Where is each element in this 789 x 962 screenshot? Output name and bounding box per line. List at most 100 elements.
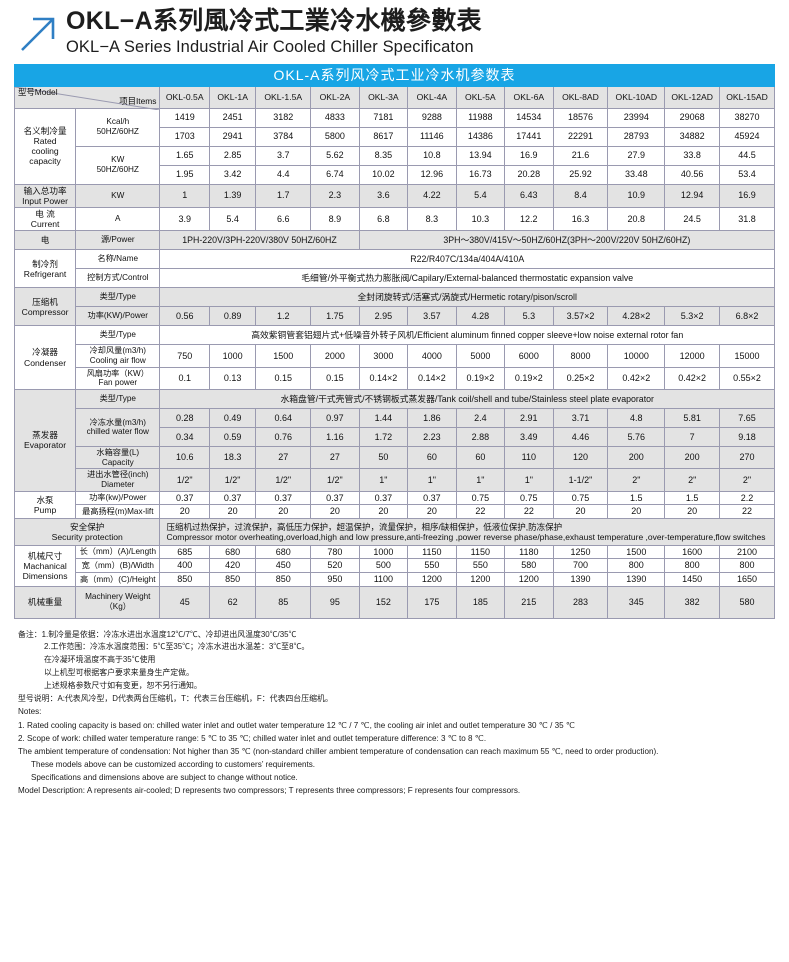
cell-value: 420	[208, 558, 257, 574]
cell-value: 0.25×2	[552, 366, 609, 390]
notes-en-title: Notes:	[18, 707, 42, 717]
item-fan-power: 风扇功率（KW） Fan power	[75, 366, 161, 390]
group-compressor: 压缩机 Compressor	[13, 287, 77, 327]
cell-value: 6.8×2	[719, 306, 775, 327]
cell-value: 215	[504, 585, 554, 619]
row-fan-power: 风扇功率（KW） Fan power 0.1 0.13 0.15 0.15 0.…	[15, 366, 775, 390]
cell-value: 6.74	[310, 164, 360, 185]
cell-value: 13.94	[455, 145, 506, 166]
cell-value: 1500	[255, 344, 312, 368]
cell-value: 2.2	[719, 490, 775, 506]
cell-value: 400	[159, 558, 210, 574]
cell-value: 270	[719, 445, 775, 470]
cell-value: 10.6	[159, 445, 210, 470]
cell-value: 1390	[552, 572, 609, 587]
row-max-lift: 最高扬程(m)Max-lift 20 20 20 20 20 20 22 22 …	[15, 504, 775, 519]
model-header-row: 型号Model 项目Items OKL-0.5A OKL-1A OKL-1.5A…	[13, 85, 775, 110]
note-cn-3: 在冷凝环境温度不高于35℃使用	[44, 655, 156, 665]
cell-value: 40.56	[664, 164, 721, 185]
group-refrigerant: 制冷剂 Refrigerant	[13, 249, 77, 289]
cell-value: 550	[455, 558, 506, 574]
cell-value: 1703	[159, 126, 210, 147]
cell-value: 23994	[607, 107, 666, 128]
arrow-up-right-icon	[16, 10, 62, 56]
cell-value: 1100	[358, 572, 409, 587]
cell-value: 1/2"	[159, 468, 210, 492]
cell-value: 6000	[504, 344, 554, 368]
row-power-supply: 电 源/Power 1PH-220V/3PH-220V/380V 50HZ/60…	[13, 230, 776, 251]
row-evaporator-type: 蒸发器 Evaporator 类型/Type 水箱盘管/干式壳管式/不锈钢板式蒸…	[13, 388, 775, 492]
cell-value: 2.95	[358, 306, 409, 327]
group-weight: 机械重量	[13, 585, 77, 619]
cell-value: 3.42	[208, 164, 257, 185]
title-block: OKL−A系列風冷式工業冷水機參數表 OKL−A Series Industri…	[62, 8, 482, 58]
cell-value: 1	[159, 183, 210, 208]
cell-value: 2.23	[407, 426, 457, 447]
cell-value: 7181	[358, 107, 409, 128]
cell-value: 2.3	[310, 183, 360, 208]
cell-value: 3000	[358, 344, 409, 368]
cell-value: 200	[664, 445, 721, 470]
cell-value: 8.9	[310, 206, 360, 232]
cell-value: 20	[255, 504, 312, 519]
model-header-8: OKL-8AD	[552, 85, 609, 109]
table-banner: OKL-A系列风冷式工业冷水机参数表	[14, 63, 775, 87]
cell-value: 0.75	[455, 490, 506, 506]
cell-value: 580	[719, 585, 775, 619]
cell-value: 20.8	[607, 206, 666, 232]
cell-value: 1150	[407, 544, 457, 560]
cell-value: 0.19×2	[455, 366, 506, 390]
row-pump-power: 水泵 Pump 功率(kw)/Power 0.37 0.37 0.37 0.37…	[13, 490, 775, 519]
cell-value: 60	[455, 445, 506, 470]
corner-items-label: 项目Items	[119, 95, 157, 106]
cell-value: 0.64	[255, 407, 312, 428]
cell-value: 0.42×2	[664, 366, 721, 390]
item-power-source: 源/Power	[75, 230, 161, 251]
item-compressor-power: 功率(KW)/Power	[75, 306, 161, 327]
cell-value: 0.55×2	[719, 366, 775, 390]
row-current: 电 流 Current A 3.9 5.4 6.6 8.9 6.8 8.3 10…	[13, 206, 775, 232]
item-max-lift: 最高扬程(m)Max-lift	[75, 504, 161, 519]
corner-model-label: 型号Model	[18, 86, 58, 97]
cell-value: 15000	[719, 344, 775, 368]
security-text-en: Compressor motor overheating,overload,hi…	[166, 531, 766, 542]
cell-value: 0.34	[159, 426, 210, 447]
cell-value: 1"	[504, 468, 554, 492]
cell-value: 12000	[664, 344, 721, 368]
cell-value: 1.95	[159, 164, 210, 185]
note-cn-model-desc: 型号说明：A:代表风冷型，D代表两台压缩机，T：代表三台压缩机，F：代表四台压缩…	[18, 693, 333, 703]
row-weight: 机械重量 Machinery Weight （Kg） 45 62 85 95 1…	[13, 585, 775, 619]
cell-value: 1180	[504, 544, 554, 560]
cell-value: 4.4	[255, 164, 312, 185]
group-condenser: 冷凝器 Condenser	[13, 325, 77, 390]
cell-value: 1.5	[664, 490, 721, 506]
cell-value: 25.92	[552, 164, 609, 185]
cell-value: 20	[208, 504, 257, 519]
cell-value: 1390	[607, 572, 666, 587]
diagonal-divider-icon	[15, 86, 160, 110]
cell-value: 5.81	[664, 407, 721, 428]
cell-value: 22	[455, 504, 506, 519]
notes-section: 备注：1.制冷量是依据：冷冻水进出水温度12℃/7℃、冷却进出风温度30℃/35…	[0, 619, 789, 798]
cell-value: 1250	[552, 544, 609, 560]
cell-value: 2.4	[455, 407, 506, 428]
spec-table-wrap: OKL-A系列风冷式工业冷水机参数表 型号Model 项目Items OKL-0…	[0, 63, 789, 619]
cell-value: 3.57×2	[552, 306, 609, 327]
note-cn-1: 备注：1.制冷量是依据：冷冻水进出水温度12℃/7℃、冷却进出风温度30℃/35…	[18, 629, 297, 639]
cell-value: 750	[159, 344, 210, 368]
cell-value: 680	[208, 544, 257, 560]
cell-value: 5.4	[208, 206, 257, 232]
cell-value: 1/2"	[255, 468, 312, 492]
cell-value: 33.8	[664, 145, 721, 166]
cell-value: 20.28	[504, 164, 554, 185]
item-length: 长（mm）(A)/Length	[75, 544, 161, 560]
cell-value: 450	[255, 558, 312, 574]
cell-value: 1600	[664, 544, 721, 560]
cell-value: 50	[358, 445, 409, 470]
cell-value: 34882	[664, 126, 721, 147]
cell-value: 5.3	[504, 306, 554, 327]
cell-value: 11146	[407, 126, 457, 147]
cell-value: 0.89	[208, 306, 257, 327]
group-dimensions: 机械尺寸 Machanical Dimensions	[13, 544, 77, 587]
cell-value: 5.3×2	[664, 306, 721, 327]
